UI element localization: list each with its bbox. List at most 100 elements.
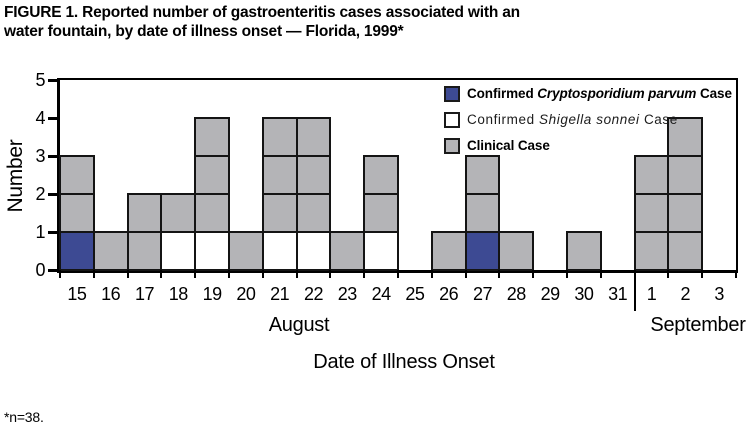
case-cell [667, 231, 704, 271]
x-tick-label: 27 [472, 284, 493, 304]
legend-label-clinical: Clinical Case [467, 138, 550, 153]
x-axis-label: Date of Illness Onset [313, 351, 495, 373]
x-tick [363, 270, 366, 278]
month-separator-line [633, 270, 636, 311]
x-tick [329, 270, 332, 278]
x-tick-label: 17 [134, 284, 155, 304]
x-tick-label: 24 [371, 284, 392, 304]
case-cell [59, 193, 95, 233]
x-tick-label: 30 [574, 284, 594, 304]
y-tick [48, 155, 59, 158]
case-cell [194, 193, 230, 233]
x-tick-label: 21 [270, 284, 290, 304]
x-tick-label: 31 [608, 284, 628, 304]
x-tick-label: 26 [439, 284, 459, 304]
x-tick-label: 19 [202, 284, 223, 304]
footnote: *n=38. [4, 409, 44, 425]
x-tick [228, 270, 230, 278]
month-label-september: September [650, 314, 746, 336]
case-cell [363, 193, 399, 233]
x-tick [430, 270, 433, 278]
x-tick [160, 270, 163, 278]
legend-item-clinical: Clinical Case [444, 137, 732, 154]
x-tick-label: 25 [405, 284, 425, 304]
case-cell [261, 155, 298, 195]
y-tick-label: 4 [35, 108, 45, 128]
case-cell [363, 155, 399, 195]
case-cell [329, 231, 366, 271]
case-cell [126, 193, 163, 233]
case-cell [498, 231, 535, 271]
y-tick-label: 5 [35, 70, 45, 90]
x-tick-label: 3 [714, 284, 724, 304]
case-cell [261, 231, 298, 271]
case-cell [194, 117, 230, 157]
legend-item-shigella: Confirmed Shigella sonnei Case [444, 111, 732, 128]
case-cell [160, 193, 197, 233]
x-tick-label: 18 [168, 284, 189, 304]
case-cell [667, 155, 704, 195]
x-tick [599, 270, 602, 278]
y-tick [48, 79, 59, 82]
x-tick-label: 20 [236, 284, 256, 304]
x-tick [92, 270, 95, 278]
month-label-august: August [268, 314, 330, 336]
x-tick [532, 270, 535, 278]
y-tick-label: 3 [35, 146, 45, 166]
x-tick-label: 16 [101, 284, 121, 304]
case-cell [295, 231, 332, 271]
x-tick [498, 270, 501, 278]
x-tick [194, 270, 197, 278]
x-tick [59, 270, 61, 278]
case-cell [633, 193, 670, 233]
case-cell [59, 231, 95, 271]
case-cell [194, 231, 230, 271]
y-tick [48, 231, 59, 234]
case-cell [261, 193, 298, 233]
case-cell [430, 231, 467, 271]
legend: Confirmed Cryptosporidium parvum Case Co… [444, 85, 732, 163]
case-cell [633, 231, 670, 271]
x-tick [464, 270, 467, 278]
case-cell [667, 193, 704, 233]
x-tick-label: 15 [67, 284, 87, 304]
clinical-swatch-icon [444, 137, 460, 154]
x-tick [126, 270, 129, 278]
case-cell [194, 155, 230, 195]
case-cell [261, 117, 298, 157]
case-cell [464, 193, 501, 233]
x-tick [667, 270, 670, 278]
x-tick-label: 23 [337, 284, 358, 304]
case-cell [566, 231, 602, 271]
case-cell [295, 193, 332, 233]
x-tick [397, 270, 399, 278]
x-tick [701, 270, 704, 278]
case-cell [295, 155, 332, 195]
x-tick [261, 270, 264, 278]
case-cell [295, 117, 332, 157]
y-tick [48, 269, 59, 272]
case-cell [92, 231, 129, 271]
legend-label-shigella: Confirmed Shigella sonnei Case [467, 112, 678, 127]
crypto-swatch-icon [444, 85, 460, 102]
y-tick-label: 0 [35, 260, 45, 280]
x-tick [295, 270, 298, 278]
case-cell [667, 117, 704, 157]
x-tick-label: 28 [506, 284, 527, 304]
figure-title: FIGURE 1. Reported number of gastroenter… [4, 3, 746, 41]
case-cell [59, 155, 95, 195]
legend-label-crypto: Confirmed Cryptosporidium parvum Case [467, 86, 732, 101]
x-tick [566, 270, 568, 278]
case-cell [464, 155, 501, 195]
y-tick-label: 2 [35, 184, 45, 204]
x-tick-label: 2 [680, 284, 691, 304]
y-tick [48, 193, 59, 196]
figure-title-line1: FIGURE 1. Reported number of gastroenter… [4, 4, 520, 21]
x-tick-label: 22 [303, 284, 324, 304]
case-cell [363, 231, 399, 271]
case-cell [228, 231, 264, 271]
case-cell [126, 231, 163, 271]
case-cell [464, 231, 501, 271]
x-tick-label: 29 [540, 284, 561, 304]
